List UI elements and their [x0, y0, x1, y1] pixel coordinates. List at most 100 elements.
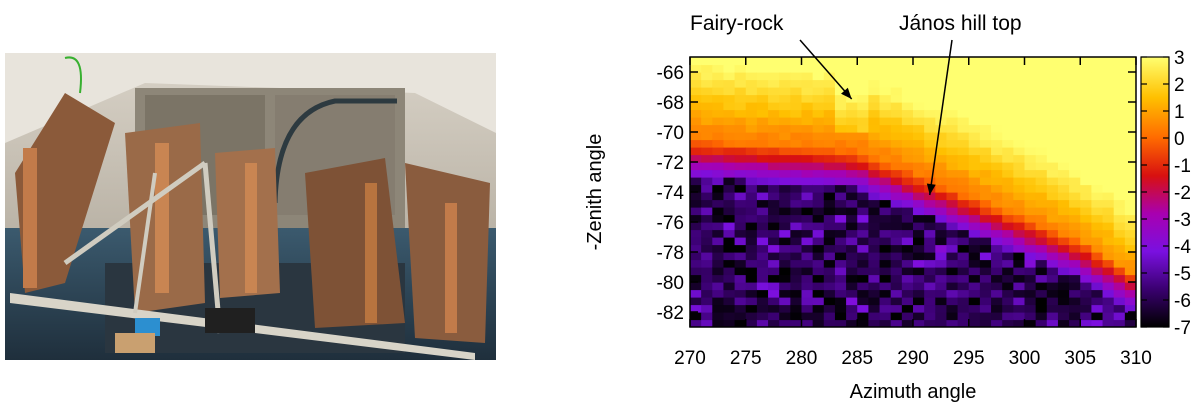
heatmap-cell [1002, 214, 1014, 223]
heatmap-cell [834, 252, 847, 261]
heatmap-cell [1113, 222, 1126, 231]
heatmap-cell [1057, 229, 1070, 238]
heatmap-cell [1091, 297, 1104, 306]
heatmap-cell [1080, 319, 1092, 327]
heatmap-cell [901, 132, 914, 141]
heatmap-cell [712, 282, 725, 291]
heatmap-cell [812, 312, 825, 321]
heatmap-cell [957, 297, 970, 306]
heatmap-cell [890, 72, 903, 81]
heatmap-cell [1102, 102, 1115, 111]
heatmap-cell [1124, 132, 1136, 141]
heatmap-cell [890, 282, 903, 291]
heatmap-cell [935, 207, 948, 216]
heatmap-cell [1002, 169, 1014, 178]
heatmap-cell [968, 154, 981, 163]
heatmap-cell [790, 94, 803, 103]
heatmap-cell [723, 117, 736, 126]
heatmap-cell [1035, 94, 1048, 103]
heatmap-cell [712, 109, 725, 118]
heatmap-cell [1102, 64, 1115, 73]
heatmap-cell [1013, 267, 1026, 276]
heatmap-cell [979, 147, 992, 156]
heatmap-cell [935, 177, 948, 186]
heatmap-cell [1035, 244, 1048, 253]
heatmap-cell [1013, 282, 1026, 291]
heatmap-cell [901, 57, 914, 66]
heatmap-cell [1080, 177, 1092, 186]
heatmap-cell [1046, 199, 1059, 208]
heatmap-cell [846, 184, 858, 193]
heatmap-cell [768, 64, 780, 73]
heatmap-cell [1013, 87, 1026, 96]
heatmap-cell [834, 147, 847, 156]
heatmap-cell [846, 117, 858, 126]
heatmap-cell [823, 94, 836, 103]
heatmap-cell [701, 192, 713, 201]
heatmap-cell [857, 267, 869, 276]
heatmap-cell [890, 139, 903, 148]
heatmap-cell [946, 304, 959, 313]
heatmap-cell [690, 192, 702, 201]
heatmap-cell [1035, 274, 1048, 283]
heatmap-cell [1124, 72, 1136, 81]
heatmap-cell [712, 267, 725, 276]
heatmap-cell [879, 147, 892, 156]
heatmap-cell [1091, 319, 1104, 327]
heatmap-cell [1091, 207, 1104, 216]
heatmap-cell [812, 289, 825, 298]
heatmap-cell [745, 79, 758, 88]
heatmap-cell [924, 207, 936, 216]
heatmap-cell [1046, 319, 1059, 327]
heatmap-cell [935, 222, 948, 231]
heatmap-cell [801, 244, 814, 253]
heatmap-cell [823, 132, 836, 141]
heatmap-cell [1080, 199, 1092, 208]
heatmap-cell [913, 237, 925, 246]
heatmap-cell [1013, 64, 1026, 73]
heatmap-cell [812, 229, 825, 238]
heatmap-cell [991, 64, 1003, 73]
heatmap-cell [879, 64, 892, 73]
heatmap-cell [745, 199, 758, 208]
heatmap-cell [723, 124, 736, 133]
heatmap-cell [812, 147, 825, 156]
heatmap-cell [690, 304, 702, 313]
heatmap-cell [701, 297, 713, 306]
heatmap-cell [913, 117, 925, 126]
heatmap-cell [868, 102, 881, 111]
heatmap-cell [879, 304, 892, 313]
heatmap-cell [946, 207, 959, 216]
heatmap-cell [1113, 319, 1126, 327]
heatmap-cell [946, 274, 959, 283]
heatmap-cell [734, 199, 747, 208]
heatmap-cell [812, 124, 825, 133]
heatmap-cell [745, 274, 758, 283]
heatmap-cell [812, 79, 825, 88]
heatmap-cell [1102, 207, 1115, 216]
heatmap-cell [1057, 87, 1070, 96]
heatmap-cell [913, 199, 925, 208]
heatmap-cell [979, 169, 992, 178]
heatmap-cell [1013, 192, 1026, 201]
heatmap-cell [756, 132, 769, 141]
heatmap-cell [1024, 259, 1037, 268]
heatmap-cell [991, 252, 1003, 261]
heatmap-cell [768, 154, 780, 163]
heatmap-cell [868, 282, 881, 291]
colorbar-tick-label: 0 [1174, 129, 1185, 150]
heatmap-cell [1046, 312, 1059, 321]
heatmap-cell [901, 117, 914, 126]
heatmap-cell [979, 132, 992, 141]
heatmap-cell [879, 109, 892, 118]
heatmap-cell [879, 154, 892, 163]
heatmap-cell [1124, 319, 1136, 327]
heatmap-cell [834, 229, 847, 238]
heatmap-cell [1080, 267, 1092, 276]
heatmap-cell [1102, 282, 1115, 291]
heatmap-cells [690, 57, 1136, 327]
heatmap-cell [1057, 207, 1070, 216]
x-axis: 270 275 280 285 290 295 300 305 310 [674, 57, 1152, 369]
heatmap-cell [846, 169, 858, 178]
heatmap-cell [857, 297, 869, 306]
